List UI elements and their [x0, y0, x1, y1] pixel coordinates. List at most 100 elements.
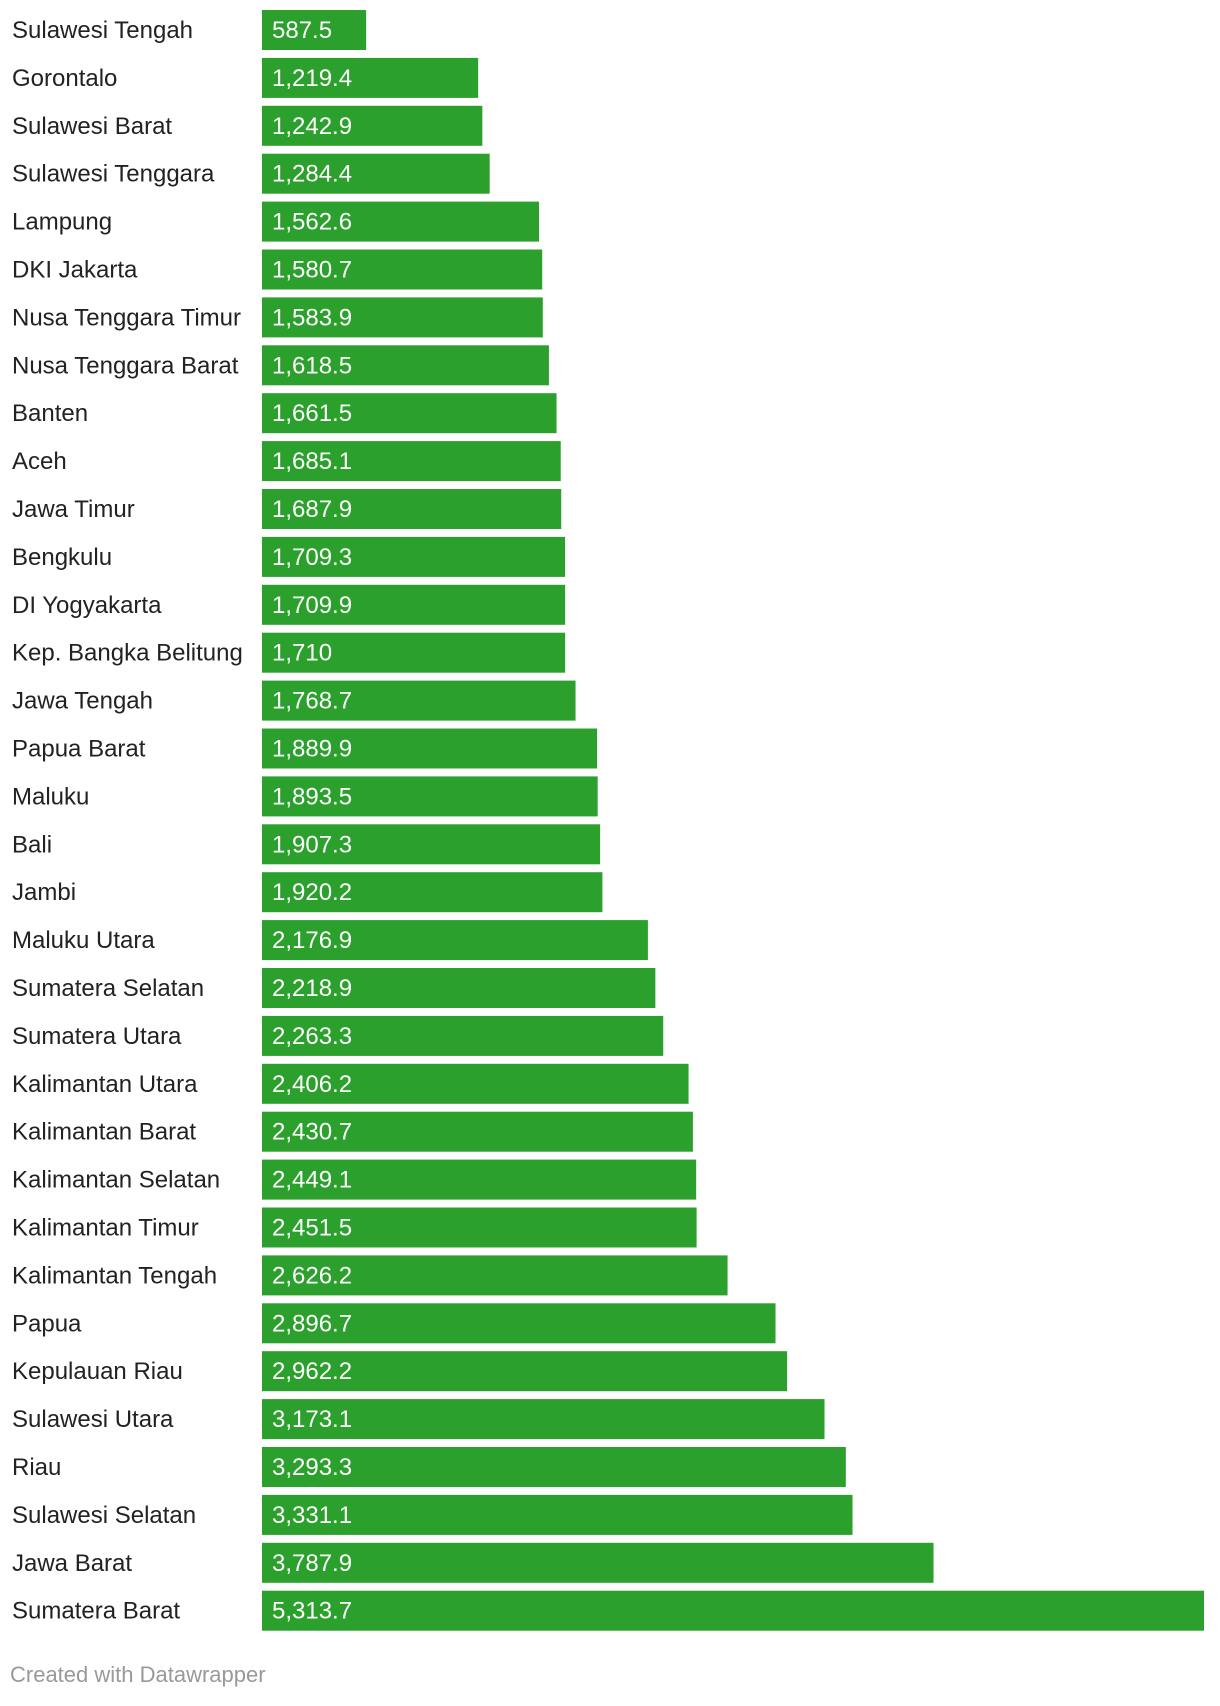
category-label: Kalimantan Timur: [12, 1215, 199, 1242]
bar: [262, 1015, 664, 1056]
bar: [262, 584, 566, 625]
bar: [262, 1255, 728, 1296]
value-label: 2,962.2: [272, 1358, 352, 1385]
bar: [262, 632, 566, 673]
category-label: Kepulauan Riau: [12, 1358, 183, 1385]
category-label: Sulawesi Tenggara: [12, 161, 215, 188]
category-label: Nusa Tenggara Barat: [12, 352, 239, 379]
value-label: 2,263.3: [272, 1023, 352, 1050]
value-label: 1,685.1: [272, 448, 352, 475]
value-label: 1,562.6: [272, 209, 352, 236]
category-label: Sumatera Selatan: [12, 975, 204, 1002]
category-label: Jambi: [12, 879, 76, 906]
category-label: Sulawesi Barat: [12, 113, 172, 140]
category-label: Bengkulu: [12, 544, 112, 571]
category-label: Sumatera Barat: [12, 1598, 180, 1625]
value-label: 3,331.1: [272, 1502, 352, 1529]
category-label: Bali: [12, 831, 52, 858]
value-label: 1,709.3: [272, 544, 352, 571]
bar: [262, 1111, 693, 1152]
value-label: 3,293.3: [272, 1454, 352, 1481]
category-label: Papua: [12, 1310, 82, 1337]
category-label: Gorontalo: [12, 65, 117, 92]
category-label: Papua Barat: [12, 736, 146, 763]
value-label: 2,218.9: [272, 975, 352, 1002]
value-label: 1,889.9: [272, 736, 352, 763]
value-label: 1,242.9: [272, 113, 352, 140]
value-label: 2,430.7: [272, 1119, 352, 1146]
bar: [262, 345, 549, 386]
bar: [262, 824, 601, 865]
bar: [262, 1063, 689, 1104]
value-label: 1,580.7: [272, 257, 352, 284]
bar: [262, 489, 562, 529]
value-label: 1,583.9: [272, 304, 352, 331]
value-label: 2,451.5: [272, 1215, 352, 1242]
value-label: 1,709.9: [272, 592, 352, 619]
category-label: Sumatera Utara: [12, 1023, 182, 1050]
bar: [262, 680, 576, 721]
category-label: Riau: [12, 1454, 61, 1481]
value-label: 1,618.5: [272, 352, 352, 379]
category-label: Kep. Bangka Belitung: [12, 640, 243, 667]
bar: [262, 10, 367, 50]
bar: [262, 968, 656, 1008]
bar: [262, 776, 598, 817]
value-label: 1,710: [272, 640, 332, 667]
bar-chart: Sulawesi Tengah 587.5 Gorontalo 1,219.4 Sula…: [12, 10, 1204, 1631]
bar: [262, 153, 490, 194]
category-label: Maluku: [12, 783, 89, 810]
value-label: 1,219.4: [272, 65, 352, 92]
bar: [262, 1494, 853, 1535]
bar: [262, 1159, 697, 1200]
bar: [262, 1399, 825, 1440]
bar: [262, 536, 566, 577]
value-label: 1,920.2: [272, 879, 352, 906]
value-label: 1,893.5: [272, 783, 352, 810]
bar: [262, 728, 598, 769]
category-label: Kalimantan Selatan: [12, 1167, 220, 1194]
category-label: Kalimantan Tengah: [12, 1262, 217, 1289]
value-label: 2,896.7: [272, 1310, 352, 1337]
bar: [262, 1303, 776, 1344]
category-label: Banten: [12, 400, 88, 427]
category-label: Jawa Timur: [12, 496, 135, 523]
bar: [262, 1447, 846, 1487]
value-label: 1,687.9: [272, 496, 352, 523]
value-label: 2,406.2: [272, 1071, 352, 1098]
datawrapper-credit: Created with Datawrapper: [10, 1662, 266, 1687]
bar: [262, 1351, 788, 1392]
value-label: 1,284.4: [272, 161, 352, 188]
category-label: Nusa Tenggara Timur: [12, 304, 241, 331]
category-label: DKI Jakarta: [12, 257, 138, 284]
category-label: Kalimantan Barat: [12, 1119, 196, 1146]
category-label: Sulawesi Utara: [12, 1406, 174, 1433]
bar: [262, 441, 561, 482]
bar: [262, 57, 479, 98]
category-label: Aceh: [12, 448, 67, 475]
category-label: Sulawesi Selatan: [12, 1502, 196, 1529]
category-label: Lampung: [12, 209, 112, 236]
category-label: Sulawesi Tengah: [12, 17, 193, 44]
bar: [262, 1207, 697, 1248]
value-label: 3,173.1: [272, 1406, 352, 1433]
category-label: DI Yogyakarta: [12, 592, 162, 619]
bar: [262, 872, 603, 913]
bar: [262, 920, 648, 961]
value-label: 2,626.2: [272, 1262, 352, 1289]
value-label: 1,661.5: [272, 400, 352, 427]
value-label: 2,176.9: [272, 927, 352, 954]
bar: [262, 297, 543, 338]
value-label: 587.5: [272, 17, 332, 44]
category-label: Jawa Tengah: [12, 688, 153, 715]
category-label: Kalimantan Utara: [12, 1071, 198, 1098]
bar: [262, 201, 540, 242]
bar: [262, 105, 483, 146]
category-label: Maluku Utara: [12, 927, 155, 954]
value-label: 3,787.9: [272, 1550, 352, 1577]
bar: [262, 1542, 934, 1583]
bar: [262, 249, 543, 290]
value-label: 2,449.1: [272, 1167, 352, 1194]
value-label: 1,907.3: [272, 831, 352, 858]
value-label: 5,313.7: [272, 1598, 352, 1625]
